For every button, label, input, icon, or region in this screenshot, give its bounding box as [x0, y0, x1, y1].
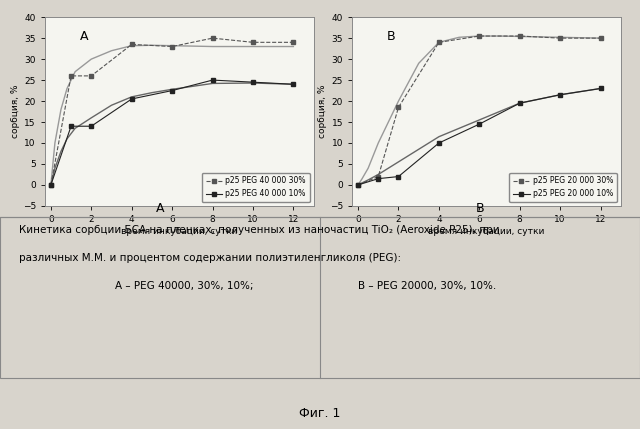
- p25 PEG 20 000 10%: [435, 140, 443, 145]
- p25 PEG 40 000 10%: [209, 78, 216, 83]
- Line: p25 PEG 20 000 30%: p25 PEG 20 000 30%: [356, 33, 603, 187]
- p25 PEG 40 000 10%: [168, 88, 176, 93]
- Text: A: A: [156, 202, 164, 214]
- p25 PEG 40 000 10%: [88, 124, 95, 129]
- p25 PEG 40 000 30%: [209, 36, 216, 41]
- p25 PEG 40 000 30%: [67, 73, 75, 79]
- p25 PEG 40 000 10%: [67, 124, 75, 129]
- p25 PEG 40 000 10%: [47, 182, 54, 187]
- p25 PEG 40 000 30%: [47, 182, 54, 187]
- p25 PEG 20 000 10%: [596, 86, 604, 91]
- p25 PEG 20 000 30%: [476, 33, 483, 39]
- p25 PEG 40 000 10%: [289, 82, 297, 87]
- Line: p25 PEG 40 000 30%: p25 PEG 40 000 30%: [49, 36, 296, 187]
- p25 PEG 20 000 30%: [395, 105, 403, 110]
- Y-axis label: сорбция, %: сорбция, %: [11, 85, 20, 138]
- X-axis label: время инкубации, сутки: время инкубации, сутки: [121, 227, 237, 236]
- Y-axis label: сорбция, %: сорбция, %: [318, 85, 327, 138]
- Text: различных М.М. и процентом содержании полиэтиленгликоля (PEG):: различных М.М. и процентом содержании по…: [19, 253, 401, 263]
- Line: p25 PEG 40 000 10%: p25 PEG 40 000 10%: [49, 78, 296, 187]
- Legend: p25 PEG 20 000 30%, p25 PEG 20 000 10%: p25 PEG 20 000 30%, p25 PEG 20 000 10%: [509, 172, 617, 202]
- p25 PEG 20 000 10%: [374, 176, 382, 181]
- p25 PEG 20 000 30%: [374, 174, 382, 179]
- p25 PEG 20 000 30%: [435, 40, 443, 45]
- X-axis label: время инкубации, сутки: время инкубации, сутки: [428, 227, 545, 236]
- p25 PEG 40 000 10%: [249, 80, 257, 85]
- p25 PEG 40 000 30%: [168, 44, 176, 49]
- Text: B – PEG 20000, 30%, 10%.: B – PEG 20000, 30%, 10%.: [358, 281, 497, 291]
- Line: p25 PEG 20 000 10%: p25 PEG 20 000 10%: [356, 86, 603, 187]
- p25 PEG 20 000 10%: [354, 182, 362, 187]
- Legend: p25 PEG 40 000 30%, p25 PEG 40 000 10%: p25 PEG 40 000 30%, p25 PEG 40 000 10%: [202, 172, 310, 202]
- p25 PEG 20 000 10%: [395, 174, 403, 179]
- Text: Фиг. 1: Фиг. 1: [300, 408, 340, 420]
- p25 PEG 20 000 10%: [476, 121, 483, 127]
- p25 PEG 40 000 30%: [289, 40, 297, 45]
- Text: A – PEG 40000, 30%, 10%;: A – PEG 40000, 30%, 10%;: [115, 281, 253, 291]
- Text: B: B: [476, 202, 484, 214]
- Text: Кинетика сорбции БСА на пленках, полученных из наночастиц TiO₂ (Aeroxide P25), п: Кинетика сорбции БСА на пленках, получен…: [19, 225, 500, 235]
- Text: A: A: [80, 30, 88, 43]
- p25 PEG 20 000 10%: [516, 100, 524, 106]
- p25 PEG 40 000 30%: [128, 42, 136, 47]
- p25 PEG 20 000 30%: [516, 33, 524, 39]
- p25 PEG 40 000 30%: [88, 73, 95, 79]
- p25 PEG 20 000 30%: [596, 36, 604, 41]
- Text: B: B: [387, 30, 396, 43]
- p25 PEG 20 000 10%: [556, 92, 564, 97]
- p25 PEG 20 000 30%: [354, 182, 362, 187]
- p25 PEG 40 000 30%: [249, 40, 257, 45]
- p25 PEG 20 000 30%: [556, 36, 564, 41]
- p25 PEG 40 000 10%: [128, 97, 136, 102]
